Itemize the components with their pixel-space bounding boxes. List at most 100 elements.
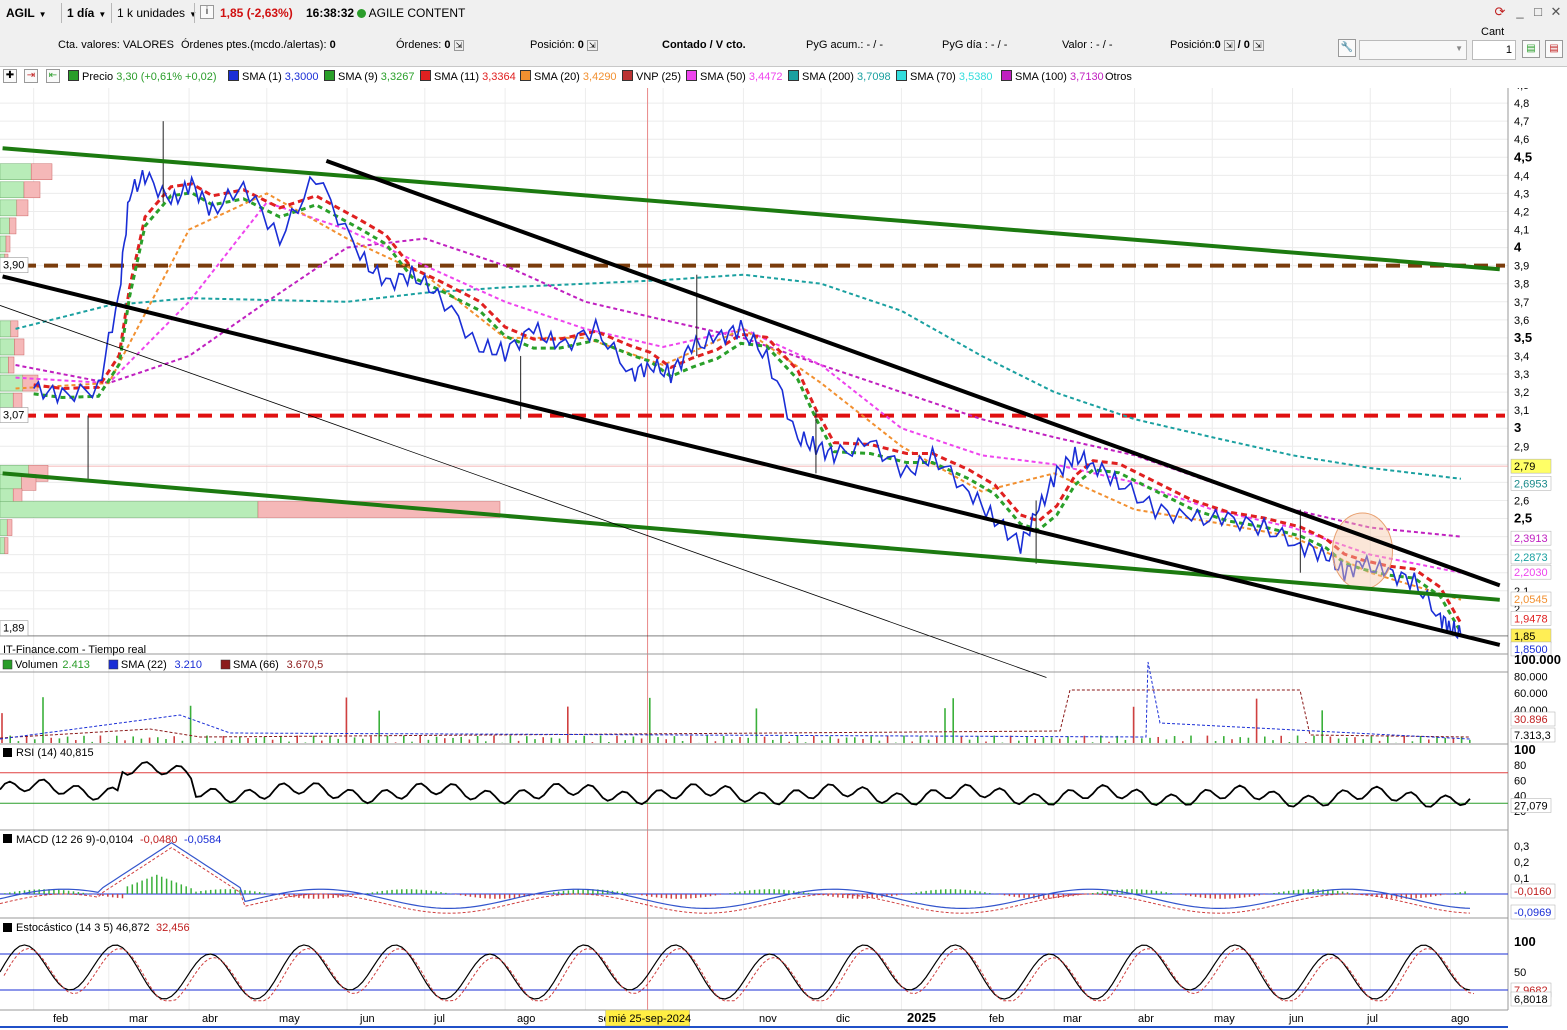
add-indicator-icon[interactable]: ✚	[3, 69, 17, 83]
price-axis-tick: 4,7	[1514, 116, 1529, 128]
price-axis-tick: 4,4	[1514, 170, 1529, 182]
chart-area: 4,9 4,8 4,7 4,6 4,5 4,4 4,3 4,2 4,1 4 3,9 3,8 3,7 3,6…	[0, 88, 1561, 1028]
price-axis-tick: 3,9	[1514, 261, 1529, 273]
valor: Valor : - / -	[1062, 39, 1113, 51]
left-label-box	[0, 257, 29, 273]
macd-legend-v3: -0,0584	[184, 834, 221, 846]
sell-icon[interactable]: ▤	[1545, 40, 1563, 58]
macd-tag-box	[1510, 883, 1556, 899]
legend-item[interactable]: VNP (25)	[622, 70, 681, 84]
maximize-icon[interactable]: □	[1534, 4, 1542, 19]
posicion: Posición: 0 ⇲	[530, 39, 598, 51]
legend-label: SMA (20)	[534, 71, 583, 83]
expand-icon[interactable]: ⇲	[586, 40, 598, 51]
legend-item[interactable]: SMA (9) 3,3267	[324, 70, 414, 84]
legend-item[interactable]: SMA (20) 3,4290	[520, 70, 617, 84]
legend-item[interactable]: SMA (70) 3,5380	[896, 70, 993, 84]
volume-profile-bar	[9, 217, 17, 235]
stoch-k-line	[0, 944, 1471, 1000]
volume-profile-bar	[30, 163, 53, 180]
info-icon[interactable]: i	[200, 5, 214, 19]
wrench-icon[interactable]: 🔧	[1338, 39, 1356, 57]
posicion-2: Posición:0 ⇲ / 0 ⇲	[1170, 39, 1264, 51]
volume-profile-bar	[0, 199, 18, 217]
volume-profile-bar	[16, 199, 29, 217]
volume-profile-bar	[0, 392, 14, 410]
time-axis-label: mar	[1063, 1013, 1082, 1025]
volume-tag-box	[1510, 711, 1556, 727]
price-axis-tick: 4,3	[1514, 188, 1529, 200]
legend-value: 3,3000	[284, 71, 319, 83]
chevron-down-icon: ▼	[1455, 44, 1463, 53]
stoch-tag: 6,8018	[1514, 994, 1548, 1006]
legend-swatch	[3, 923, 12, 932]
posicion2-label: Posición:	[1170, 39, 1215, 51]
macd-tag: -0,0160	[1514, 886, 1551, 898]
price-axis-tick: 4,6	[1514, 134, 1529, 146]
cant-label: Cant	[1481, 26, 1505, 38]
legend-label: Otros	[1105, 71, 1132, 83]
stoch-legend-label: Estocástico (14 3 5)	[16, 922, 113, 934]
volume-profile-bar	[0, 320, 12, 338]
buy-icon[interactable]: ▤	[1522, 40, 1540, 58]
import-icon[interactable]: ⇤	[46, 69, 60, 83]
export-icon[interactable]: ⇥	[24, 69, 38, 83]
expand-icon[interactable]: ⇲	[1223, 40, 1235, 51]
legend-item[interactable]: Otros	[1105, 70, 1132, 84]
minimize-icon[interactable]: _	[1516, 4, 1524, 19]
ordenes-value: 0	[444, 39, 451, 51]
legend-item[interactable]: SMA (11) 3,3364	[420, 70, 516, 84]
scroll-bar	[0, 1026, 1508, 1028]
time-axis-label: 2025	[907, 1010, 936, 1025]
price-axis-tick: 2,9	[1514, 441, 1529, 453]
expand-icon[interactable]: ⇲	[453, 40, 465, 51]
macd-tag: -0,0969	[1514, 907, 1551, 919]
legend-item[interactable]: SMA (50) 3,4472	[686, 70, 783, 84]
expand-icon[interactable]: ⇲	[1252, 40, 1264, 51]
time-axis-label: abr	[202, 1013, 218, 1025]
volume-axis-tick: 100.000	[1514, 652, 1561, 667]
refresh-icon[interactable]: ⟳	[1494, 4, 1506, 19]
posicion2-value: 0	[1214, 39, 1221, 51]
legend-item[interactable]: SMA (1) 3,3000	[228, 70, 318, 84]
legend-item[interactable]: SMA (200) 3,7098	[788, 70, 891, 84]
time-axis-label: feb	[989, 1013, 1004, 1025]
price-tag: 1,8500	[1514, 644, 1548, 656]
legend-swatch	[788, 70, 799, 81]
volume-profile-bar	[0, 181, 25, 199]
price-tag-box	[1510, 591, 1552, 607]
rsi-tag: 27,079	[1514, 800, 1548, 812]
price-tag: 2,2030	[1514, 567, 1548, 579]
legend-swatch	[622, 70, 633, 81]
price-axis-tick: 3,8	[1514, 279, 1529, 291]
price-tag-box	[1510, 641, 1552, 657]
ticker-selector[interactable]: AGIL ▼	[6, 4, 47, 22]
account-select[interactable]: ▼	[1359, 40, 1467, 60]
units-selector[interactable]: 1 k unidades▼	[117, 4, 197, 22]
data-source-label: IT-Finance.com - Tiempo real	[3, 644, 146, 656]
left-label: 3,07	[3, 410, 24, 422]
price-tag: 2,2873	[1514, 552, 1548, 564]
stoch-legend-v2: 32,456	[156, 922, 190, 934]
legend-label: SMA (70)	[910, 71, 959, 83]
close-icon[interactable]: ✕	[1550, 4, 1562, 19]
legend-item[interactable]: SMA (100) 3,7130	[1001, 70, 1104, 84]
legend-item[interactable]: Precio 3,30 (+0,61% +0,02)	[68, 70, 217, 84]
volume-tag: 7.313,3	[1514, 730, 1551, 742]
cant-input[interactable]: 1	[1472, 40, 1516, 60]
time-axis-label: abr	[1138, 1013, 1154, 1025]
legend-value: 3,3267	[380, 71, 415, 83]
price-tag: 2,6953	[1514, 478, 1548, 490]
time-axis-label: ago	[517, 1013, 535, 1025]
price-series-line	[33, 169, 1462, 640]
pyg-dia: PyG día : - / -	[942, 39, 1008, 51]
price-axis-tick: 3,6	[1514, 315, 1529, 327]
cta-label: Cta. valores:	[58, 39, 120, 51]
interval-selector[interactable]: 1 día ▼	[67, 4, 106, 22]
price-tag-box	[1510, 530, 1552, 546]
sma-line	[15, 273, 1462, 480]
volume-legend-value: 3.210	[175, 659, 203, 671]
volume-profile-bar	[0, 474, 22, 491]
posicion2-value2: 0	[1243, 39, 1250, 51]
volume-legend-label: Volumen	[15, 659, 58, 671]
